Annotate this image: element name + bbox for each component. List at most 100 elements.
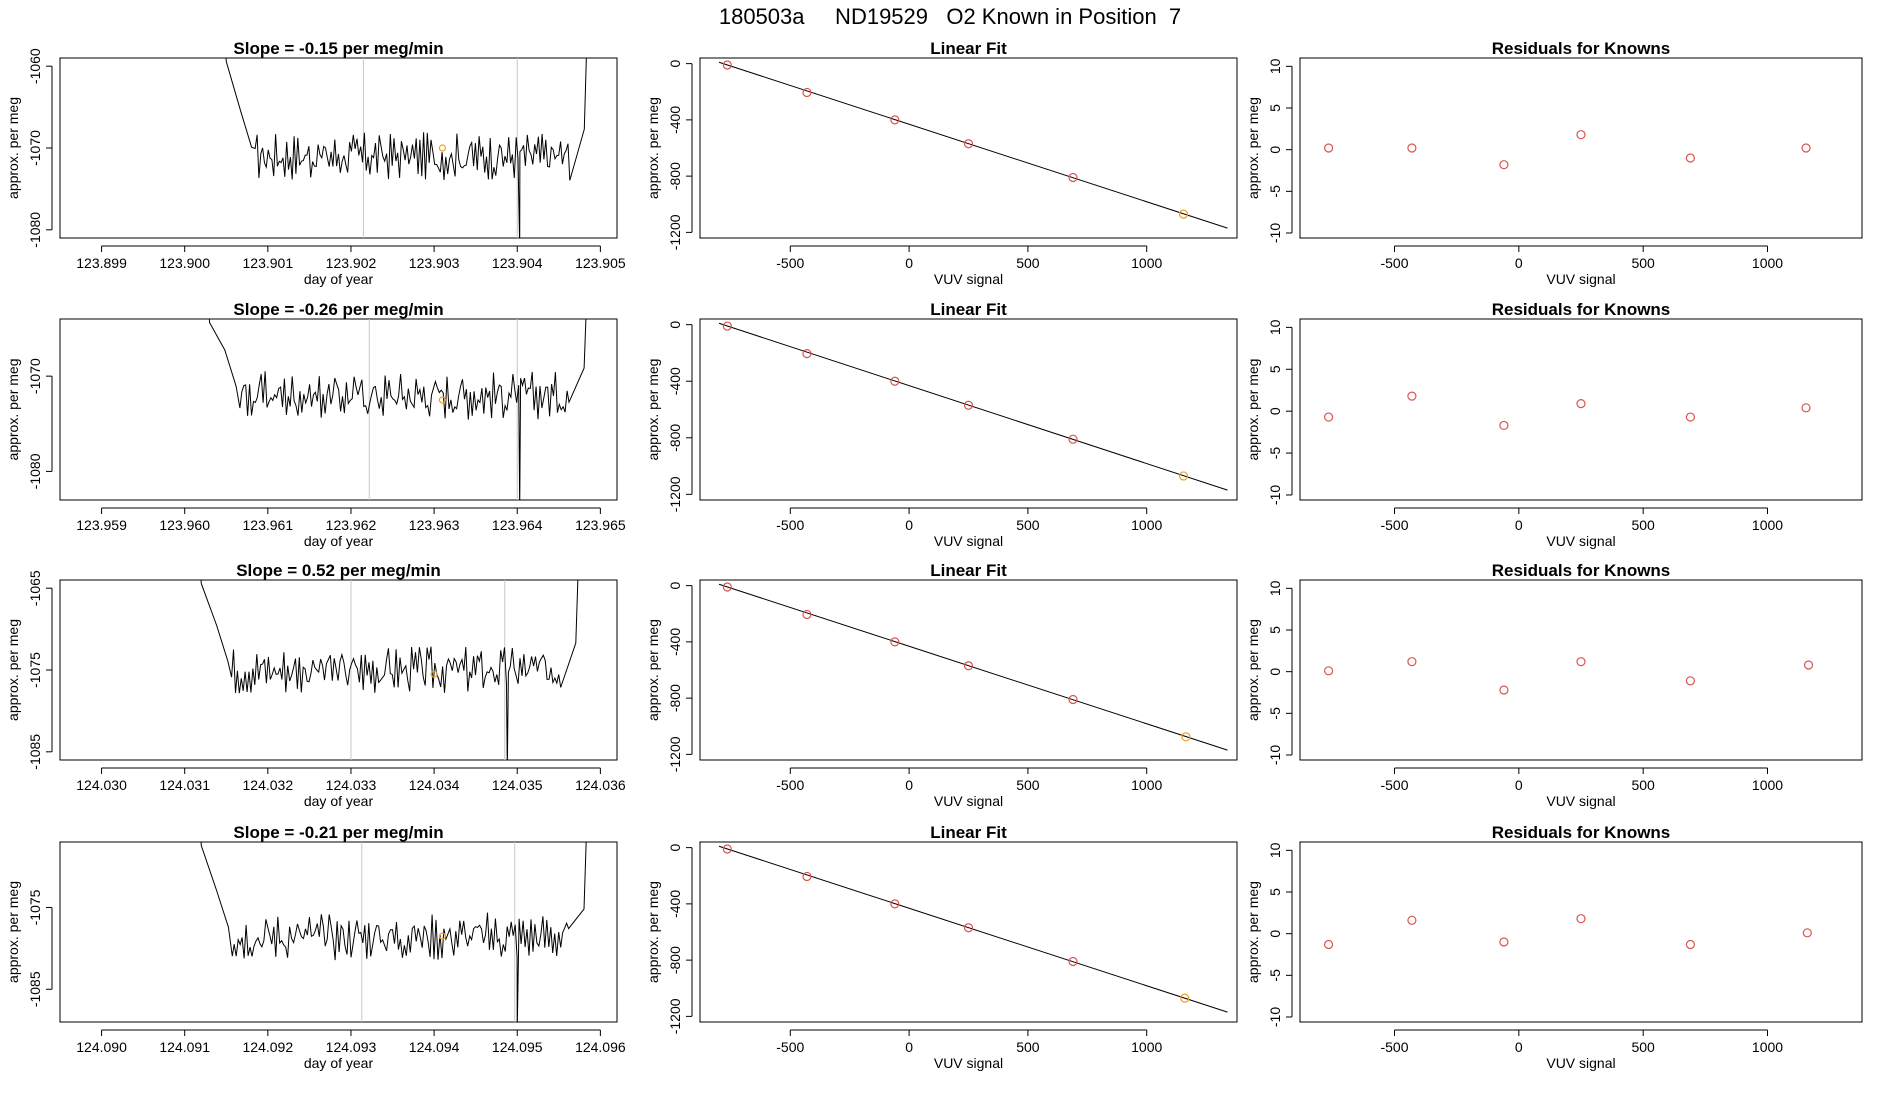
data-point: [1323, 666, 1334, 676]
data-point: [1802, 928, 1812, 938]
x-tick-label: 123.903: [409, 255, 460, 271]
highlight-point: [1178, 209, 1189, 219]
data-point: [1407, 391, 1417, 401]
y-tick-label: -1200: [667, 736, 683, 772]
x-tick-label: 124.090: [76, 1039, 127, 1055]
x-tick-label: 0: [905, 255, 913, 271]
y-tick-label: 5: [1267, 104, 1283, 112]
data-point: [1499, 685, 1509, 695]
x-tick-label: 124.032: [243, 777, 294, 793]
y-tick-label: -400: [667, 106, 683, 134]
panel-time-series-row-2: Slope = -0.26 per meg/min 123.959 123.960 1…: [5, 300, 626, 549]
x-tick-label: 123.962: [326, 517, 377, 533]
data-point: [1499, 937, 1509, 947]
x-tick-label: 500: [1631, 517, 1655, 533]
y-tick-label: -800: [667, 162, 683, 190]
y-tick-label: -1200: [667, 214, 683, 250]
fit-line: [718, 322, 1228, 491]
x-tick-label: 124.030: [76, 777, 127, 793]
plot-area: [718, 60, 1228, 229]
panel-title: Linear Fit: [930, 300, 1007, 319]
y-tick-label: 0: [667, 582, 683, 590]
x-axis-label: day of year: [304, 533, 374, 549]
y-tick-label: 0: [1267, 407, 1283, 415]
x-tick-label: 124.036: [575, 777, 626, 793]
x-tick-label: -500: [1380, 517, 1408, 533]
y-tick-label: 5: [1267, 626, 1283, 634]
plot-frame: [699, 579, 1238, 761]
data-point: [1801, 143, 1811, 153]
y-axis-label: approx. per meg: [1245, 619, 1261, 721]
y-axis-label: approx. per meg: [645, 97, 661, 199]
x-axis-label: VUV signal: [934, 271, 1003, 287]
panel-linear-fit-row-2: Linear Fit -500 0 500 1000 VUV signal 0 -400 -80…: [645, 300, 1238, 549]
plot-area: [1323, 914, 1812, 950]
plot-frame: [1299, 579, 1863, 761]
y-tick-label: 0: [1267, 930, 1283, 938]
x-tick-label: 124.094: [409, 1039, 460, 1055]
y-tick-label: -1200: [667, 476, 683, 512]
data-point: [963, 400, 974, 410]
y-tick-label: -10: [1267, 485, 1283, 505]
plot-area: [1323, 391, 1811, 431]
panel-title: Residuals for Knowns: [1492, 39, 1671, 58]
data-point: [802, 609, 812, 620]
data-point: [890, 899, 900, 909]
panel-title: Slope = -0.21 per meg/min: [233, 823, 443, 842]
data-point: [1576, 130, 1586, 140]
y-tick-label: -1065: [27, 570, 43, 606]
data-point: [1576, 914, 1586, 924]
x-tick-label: 1000: [1131, 1039, 1162, 1055]
y-axis-label: approx. per meg: [1245, 881, 1261, 983]
y-tick-label: -800: [667, 946, 683, 974]
page-title: 180503a ND19529 O2 Known in Position 7: [718, 4, 1182, 29]
x-tick-label: -500: [1380, 777, 1408, 793]
data-point: [1407, 143, 1417, 153]
x-tick-label: 124.092: [243, 1039, 294, 1055]
data-point: [1576, 399, 1586, 409]
data-point: [722, 321, 732, 331]
highlight-point: [438, 932, 447, 940]
data-point: [1685, 939, 1696, 950]
x-tick-label: 0: [1515, 777, 1523, 793]
x-tick-label: 500: [1016, 1039, 1040, 1055]
panel-title: Residuals for Knowns: [1492, 823, 1671, 842]
highlight-point: [1178, 471, 1189, 481]
x-tick-label: 123.965: [575, 517, 626, 533]
y-tick-label: 10: [1267, 58, 1283, 74]
plot-frame: [699, 57, 1238, 239]
data-point: [1323, 143, 1334, 153]
x-tick-label: 123.904: [492, 255, 543, 271]
x-tick-label: 1000: [1131, 255, 1162, 271]
y-tick-label: -1200: [667, 998, 683, 1034]
panel-title: Residuals for Knowns: [1492, 561, 1671, 580]
x-tick-label: 123.961: [243, 517, 294, 533]
y-tick-label: -1070: [27, 358, 43, 394]
x-axis-label: VUV signal: [1546, 1055, 1615, 1071]
x-tick-label: 0: [905, 517, 913, 533]
x-tick-label: 0: [905, 777, 913, 793]
panel-residuals-row-2: Residuals for Knowns -500 0 500 1000 VUV sign…: [1245, 300, 1863, 549]
plot-area: [718, 582, 1228, 751]
y-tick-label: -1075: [27, 889, 43, 925]
highlight-point: [1180, 993, 1190, 1003]
y-axis-label: approx. per meg: [645, 619, 661, 721]
plot-area: [225, 58, 587, 238]
data-point: [802, 349, 812, 359]
y-axis-label: approx. per meg: [1245, 359, 1261, 461]
data-point: [1803, 660, 1814, 670]
x-tick-label: 124.096: [575, 1039, 626, 1055]
y-tick-label: -400: [667, 367, 683, 395]
data-point: [1685, 153, 1696, 163]
x-axis-label: VUV signal: [1546, 271, 1615, 287]
data-point: [1576, 657, 1586, 667]
panel-residuals-row-1: Residuals for Knowns -500 0 500 1000 VUV sign…: [1245, 39, 1863, 287]
y-tick-label: -800: [667, 424, 683, 452]
y-tick-label: 0: [667, 60, 683, 68]
plot-frame: [699, 841, 1238, 1023]
data-point: [1323, 939, 1334, 950]
y-tick-label: -1085: [27, 971, 43, 1007]
data-point: [1407, 657, 1417, 667]
x-tick-label: 500: [1016, 255, 1040, 271]
panel-residuals-row-4: Residuals for Knowns -500 0 500 1000 VUV sign…: [1245, 823, 1863, 1071]
